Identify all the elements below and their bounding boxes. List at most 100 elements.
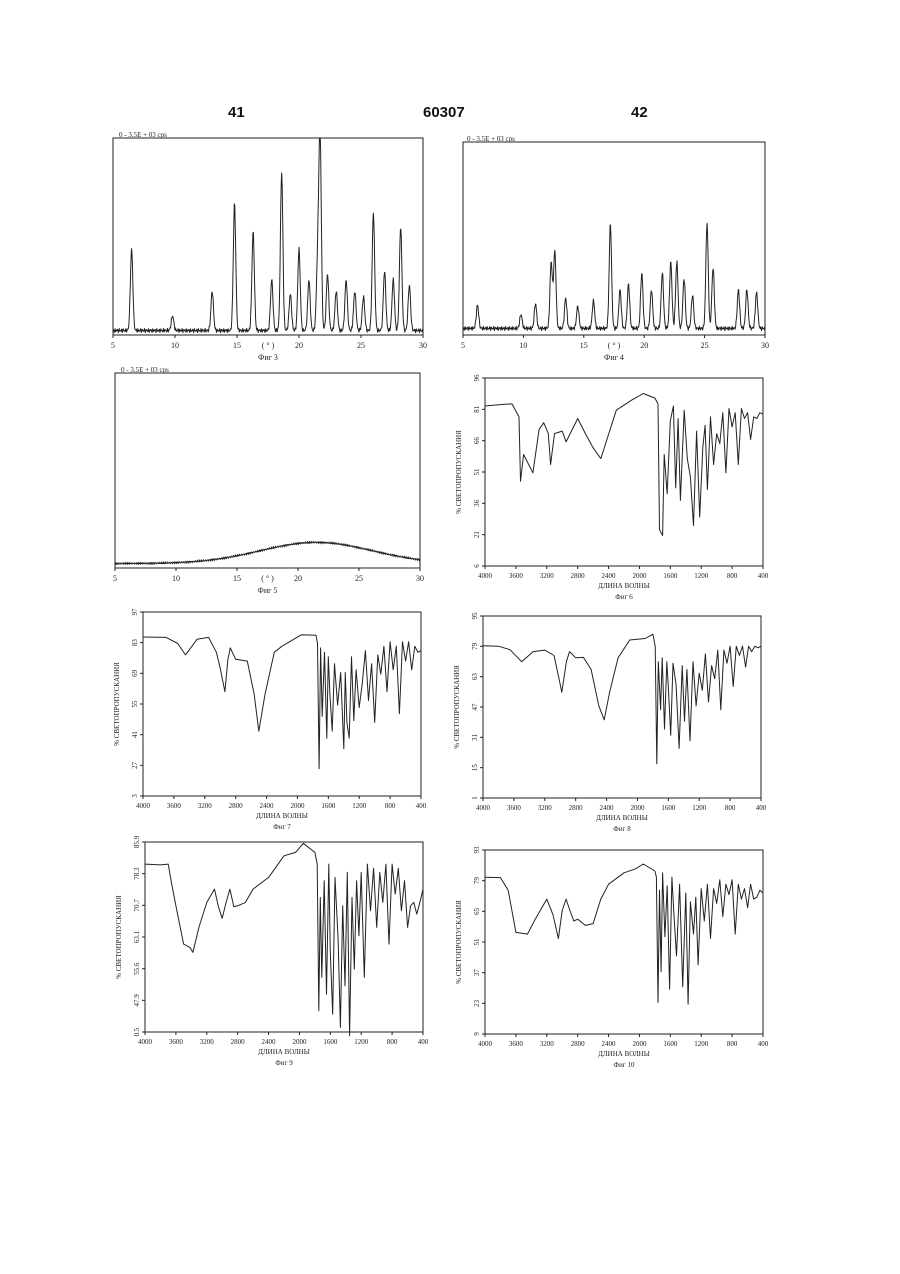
x-tick-label: 2800 bbox=[571, 1040, 586, 1048]
x-tick-label: 1600 bbox=[663, 1040, 678, 1048]
x-tick-label: 2000 bbox=[632, 1040, 647, 1048]
ir-chart-fig10: 4000360032002800240020001600120080040092… bbox=[445, 840, 780, 1070]
y-tick-label: 66 bbox=[473, 437, 481, 445]
y-tick-label: 51 bbox=[473, 468, 481, 476]
x-tick-label: 2800 bbox=[231, 1038, 246, 1046]
x-axis-unit: ( ° ) bbox=[608, 341, 621, 350]
x-tick-label: 800 bbox=[385, 802, 396, 810]
plot-frame bbox=[113, 138, 423, 335]
scale-label: 0 - 3.5E + 03 cps bbox=[467, 135, 515, 143]
x-tick-label: 400 bbox=[758, 572, 769, 580]
x-tick-label: 30 bbox=[419, 341, 427, 350]
x-tick-label: 3200 bbox=[538, 804, 553, 812]
x-tick-label: 4000 bbox=[478, 572, 493, 580]
figure-caption: Фиг 8 bbox=[613, 825, 631, 833]
x-tick-label: 1200 bbox=[354, 1038, 369, 1046]
y-tick-label: 69 bbox=[131, 669, 139, 677]
y-tick-label: 51 bbox=[473, 938, 481, 946]
y-tick-label: 97 bbox=[131, 608, 139, 616]
x-tick-label: 25 bbox=[355, 574, 363, 583]
x-axis-label: ДЛИНА ВОЛНЫ bbox=[258, 1048, 310, 1056]
y-tick-label: 3 bbox=[131, 794, 139, 798]
spectrum-trace bbox=[143, 635, 421, 769]
x-tick-label: 1200 bbox=[352, 802, 367, 810]
x-axis-label: ДЛИНА ВОЛНЫ bbox=[598, 1050, 650, 1058]
x-tick-label: 5 bbox=[111, 341, 115, 350]
x-tick-label: 3600 bbox=[509, 1040, 524, 1048]
y-tick-label: 81 bbox=[473, 405, 481, 413]
x-tick-label: 5 bbox=[113, 574, 117, 583]
x-tick-label: 3600 bbox=[167, 802, 182, 810]
x-tick-label: 20 bbox=[640, 341, 648, 350]
x-tick-label: 2800 bbox=[571, 572, 586, 580]
x-tick-label: 4000 bbox=[478, 1040, 493, 1048]
x-tick-label: 3600 bbox=[169, 1038, 184, 1046]
spectrum-trace bbox=[113, 138, 423, 333]
x-tick-label: 5 bbox=[461, 341, 465, 350]
x-tick-label: 800 bbox=[725, 804, 736, 812]
spectrum-trace bbox=[483, 634, 761, 764]
y-axis-label: % СВЕТОПРОПУСКАНИЯ bbox=[113, 662, 121, 746]
x-tick-label: 15 bbox=[233, 574, 241, 583]
x-tick-label: 1600 bbox=[661, 804, 676, 812]
y-axis-label: % СВЕТОПРОПУСКАНИЯ bbox=[115, 895, 123, 979]
x-tick-label: 2400 bbox=[602, 572, 617, 580]
figure-caption: Фиг 10 bbox=[614, 1061, 635, 1069]
spectrum-trace bbox=[485, 864, 763, 1004]
y-tick-label: 27 bbox=[131, 761, 139, 769]
x-tick-label: 10 bbox=[171, 341, 179, 350]
x-tick-label: 400 bbox=[758, 1040, 769, 1048]
x-tick-label: 4000 bbox=[136, 802, 151, 810]
xrd-chart-fig4: 0 - 3.5E + 03 cps51015202530( ° )Фиг 4 bbox=[455, 130, 775, 365]
y-tick-label: 79 bbox=[471, 642, 479, 650]
y-tick-label: 47 bbox=[471, 703, 479, 711]
y-tick-label: 79 bbox=[473, 877, 481, 885]
x-tick-label: 2800 bbox=[229, 802, 244, 810]
x-tick-label: 30 bbox=[761, 341, 769, 350]
y-tick-label: 47.9 bbox=[133, 994, 141, 1007]
plot-frame bbox=[143, 612, 421, 796]
page-number-left: 41 bbox=[228, 104, 245, 121]
x-tick-label: 400 bbox=[756, 804, 767, 812]
xrd-chart-fig5: 0 - 3.5E + 03 cps 5 10 15 20 25 30 ( ° ) Фиг 5 bbox=[105, 363, 435, 603]
x-tick-label: 1600 bbox=[323, 1038, 338, 1046]
y-axis-label: % СВЕТОПРОПУСКАНИЯ bbox=[455, 430, 463, 514]
figure-caption: Фиг 5 bbox=[258, 586, 278, 595]
x-tick-label: 20 bbox=[294, 574, 302, 583]
spectrum-trace bbox=[463, 223, 765, 330]
x-tick-label: 3600 bbox=[509, 572, 524, 580]
xrd-chart-fig3: 0 - 3.5E + 03 cps51015202530( ° )Фиг 3 bbox=[105, 130, 435, 365]
figure-caption: Фиг 6 bbox=[615, 593, 633, 601]
x-tick-label: 4000 bbox=[138, 1038, 153, 1046]
y-tick-label: 31 bbox=[471, 733, 479, 741]
x-tick-label: 1600 bbox=[663, 572, 678, 580]
y-tick-label: 83 bbox=[131, 639, 139, 647]
scale-label: 0 - 3.5E + 03 cps bbox=[121, 366, 169, 374]
y-tick-label: 15 bbox=[471, 764, 479, 772]
x-tick-label: 10 bbox=[519, 341, 527, 350]
y-tick-label: 9 bbox=[473, 1032, 481, 1036]
patent-number: 60307 bbox=[423, 104, 465, 121]
y-tick-label: 63 bbox=[471, 673, 479, 681]
x-tick-label: 2000 bbox=[292, 1038, 307, 1046]
x-tick-label: 800 bbox=[727, 1040, 738, 1048]
x-tick-label: 3600 bbox=[507, 804, 522, 812]
x-axis-unit: ( ° ) bbox=[261, 574, 274, 583]
x-tick-label: 1200 bbox=[694, 1040, 709, 1048]
scale-label: 0 - 3.5E + 03 cps bbox=[119, 131, 167, 139]
y-tick-label: 63.1 bbox=[133, 930, 141, 943]
x-tick-label: 2400 bbox=[600, 804, 615, 812]
plot-frame bbox=[485, 850, 763, 1034]
x-tick-label: 30 bbox=[416, 574, 424, 583]
y-axis-label: % СВЕТОПРОПУСКАНИЯ bbox=[455, 900, 463, 984]
page-number-right: 42 bbox=[631, 104, 648, 121]
x-tick-label: 10 bbox=[172, 574, 180, 583]
spectrum-trace bbox=[485, 394, 763, 536]
y-axis-label: % СВЕТОПРОПУСКАНИЯ bbox=[453, 665, 461, 749]
figure-caption: Фиг 9 bbox=[275, 1059, 293, 1067]
x-tick-label: 2000 bbox=[630, 804, 645, 812]
x-tick-label: 25 bbox=[357, 341, 365, 350]
x-tick-label: 20 bbox=[295, 341, 303, 350]
plot-frame bbox=[485, 378, 763, 566]
x-tick-label: 4000 bbox=[476, 804, 491, 812]
